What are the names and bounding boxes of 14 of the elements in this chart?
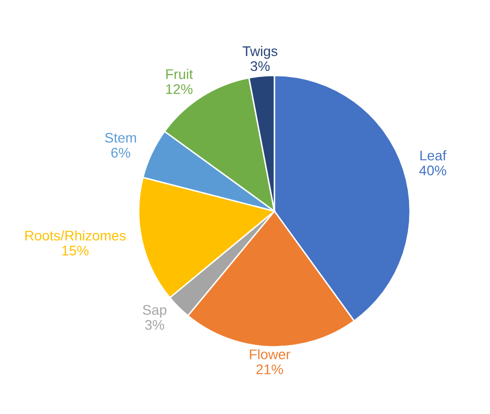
- slice-label: Sap: [142, 305, 166, 318]
- data-label: 21%: [256, 364, 284, 374]
- data-label: 15%: [62, 246, 89, 256]
- data-label: 40%: [419, 166, 446, 176]
- data-label: 12%: [166, 84, 192, 94]
- slice-label: Twigs: [242, 46, 278, 59]
- slice-label: Fruit: [166, 68, 193, 80]
- data-label: 3%: [250, 61, 270, 72]
- data-label: 3%: [145, 320, 164, 330]
- data-label: 6%: [111, 148, 130, 158]
- slice-label: Flower: [250, 349, 290, 360]
- slice-label: Roots/Rhizomes: [25, 230, 126, 241]
- slice-label: Stem: [105, 132, 136, 143]
- slice-label: Leaf: [420, 150, 446, 160]
